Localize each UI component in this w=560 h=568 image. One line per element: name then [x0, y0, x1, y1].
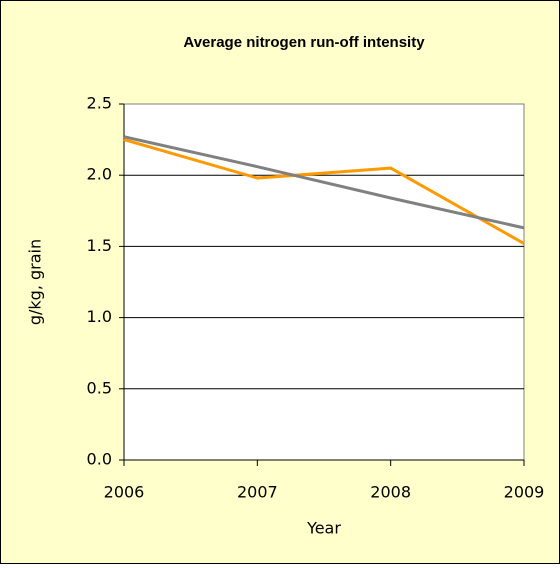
x-tick-label: 2009 [504, 483, 545, 502]
x-tick-label: 2007 [237, 483, 278, 502]
x-tick-label: 2006 [104, 483, 145, 502]
y-tick-label: 0.5 [87, 378, 112, 397]
plot-area [123, 103, 525, 461]
x-axis-label: Year [306, 519, 341, 538]
y-tick-label: 2.5 [87, 94, 112, 113]
y-tick-label: 0.0 [87, 450, 112, 469]
chart-title: Average nitrogen run-off intensity [183, 34, 425, 51]
series-line [123, 135, 525, 230]
y-tick-label: 2.0 [87, 165, 112, 184]
y-axis-label: g/kg, grain [26, 239, 45, 325]
y-tick-label: 1.5 [87, 236, 112, 255]
series-line [123, 138, 525, 245]
x-tick-label: 2008 [370, 483, 411, 502]
y-tick-label: 1.0 [87, 307, 112, 326]
